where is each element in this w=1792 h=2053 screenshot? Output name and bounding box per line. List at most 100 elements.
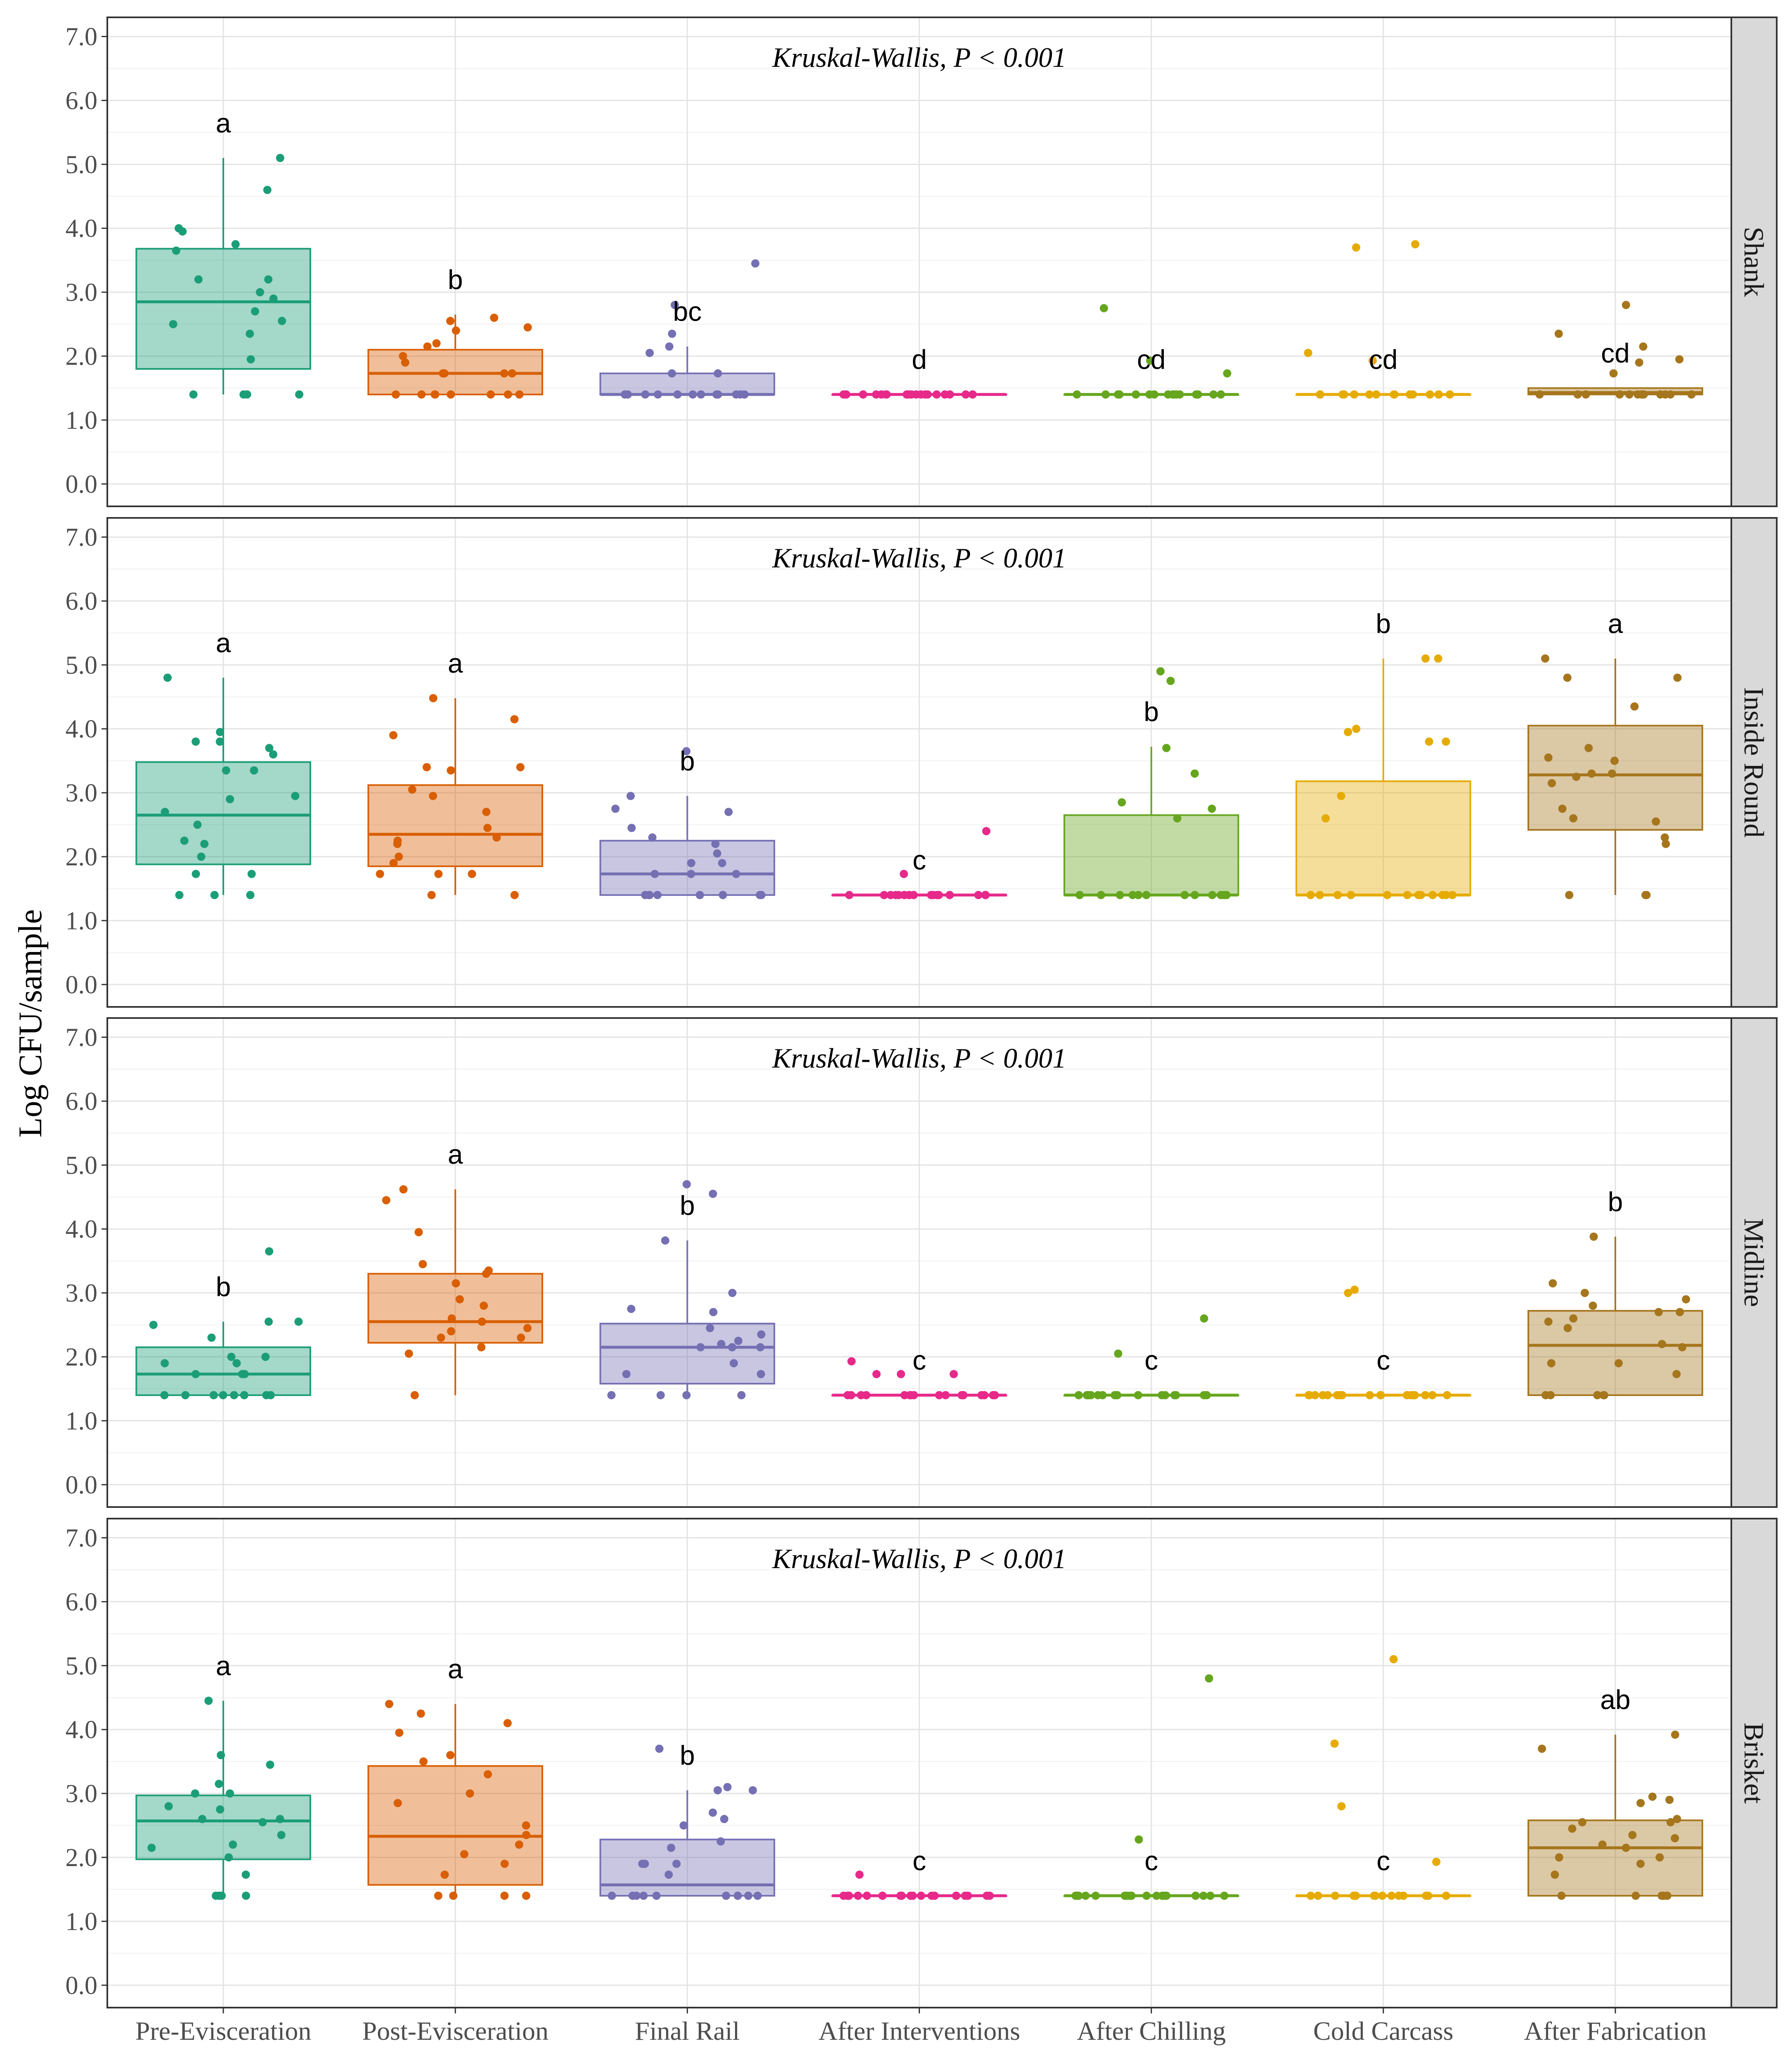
data-point: [709, 1308, 718, 1316]
data-point: [696, 1343, 705, 1351]
data-point: [447, 1314, 456, 1323]
data-point: [1676, 1308, 1684, 1316]
y-tick-label: 0.0: [66, 470, 98, 498]
data-point: [1654, 1308, 1663, 1316]
data-point: [216, 728, 225, 736]
data-point: [608, 1891, 616, 1900]
data-point: [661, 1236, 669, 1245]
data-point: [1572, 773, 1581, 781]
group-pre-evisceration: a: [135, 1650, 311, 1900]
group-after-chilling: c: [1063, 1314, 1239, 1399]
facet-strip: [1731, 17, 1778, 507]
data-point: [1414, 891, 1423, 899]
data-point: [401, 358, 409, 367]
data-point: [382, 1196, 390, 1205]
data-point: [980, 1391, 989, 1399]
data-point: [748, 1786, 757, 1795]
data-point: [1402, 1391, 1411, 1399]
data-point: [1557, 1891, 1566, 1900]
data-point: [1584, 744, 1593, 752]
y-tick-label: 3.0: [66, 279, 98, 307]
data-point: [656, 1391, 665, 1399]
data-point: [266, 1391, 275, 1399]
kruskal-wallis-label: Kruskal-Wallis, P < 0.001: [772, 1543, 1066, 1574]
data-point: [859, 390, 868, 399]
data-point: [209, 1391, 218, 1399]
significance-letter: c: [1144, 1845, 1158, 1876]
data-point: [1306, 891, 1315, 899]
data-point: [1438, 891, 1447, 899]
data-point: [1666, 390, 1675, 399]
data-point: [667, 1843, 676, 1852]
data-point: [516, 763, 525, 772]
y-tick-label: 4.0: [66, 1716, 98, 1744]
data-point: [477, 1343, 486, 1351]
data-point: [1428, 891, 1437, 899]
y-tick-label: 7.0: [66, 523, 98, 551]
data-point: [255, 288, 264, 297]
data-point: [1671, 1834, 1679, 1843]
data-point: [480, 1302, 488, 1310]
data-point: [482, 808, 491, 816]
data-point: [1223, 369, 1232, 378]
data-point: [962, 390, 970, 399]
data-point: [1314, 1891, 1322, 1900]
data-point: [862, 1391, 870, 1399]
data-point: [1655, 1853, 1664, 1862]
data-point: [269, 750, 278, 759]
x-tick-label: Pre-Evisceration: [135, 2016, 312, 2046]
data-point: [399, 352, 407, 360]
data-point: [1635, 358, 1643, 367]
data-point: [1687, 390, 1696, 399]
data-point: [842, 390, 850, 399]
data-point: [650, 869, 659, 878]
data-point: [269, 294, 278, 303]
data-point: [1563, 673, 1572, 682]
data-point: [1132, 390, 1140, 399]
data-point: [1642, 891, 1651, 899]
data-point: [1352, 725, 1361, 733]
box: [599, 1323, 775, 1385]
data-point: [1142, 1891, 1151, 1900]
data-point: [1208, 804, 1216, 813]
data-point: [1578, 1818, 1586, 1826]
group-post-evisceration: a: [367, 1654, 544, 1900]
data-point: [1565, 891, 1574, 899]
data-point: [376, 869, 384, 878]
significance-letter: b: [680, 1740, 695, 1770]
facet-strip: [1731, 1017, 1778, 1508]
data-point: [1671, 1730, 1679, 1739]
data-point: [728, 1343, 736, 1351]
data-point: [446, 1751, 455, 1760]
data-point: [1337, 1802, 1346, 1811]
data-point: [1111, 1391, 1119, 1399]
data-point: [1675, 355, 1684, 364]
data-point: [1190, 769, 1199, 778]
data-point: [1614, 1359, 1623, 1368]
significance-letter: c: [913, 1845, 926, 1876]
data-point: [714, 1786, 722, 1795]
y-tick-label: 4.0: [66, 1215, 98, 1243]
data-point: [688, 390, 697, 399]
data-point: [191, 1370, 200, 1378]
data-point: [1190, 891, 1199, 899]
data-point: [1558, 804, 1567, 813]
data-point: [149, 1321, 158, 1329]
data-point: [847, 1357, 856, 1366]
data-point: [1389, 1655, 1398, 1663]
y-tick-label: 0.0: [66, 1471, 98, 1499]
data-point: [483, 824, 492, 832]
data-point: [227, 1352, 236, 1361]
data-point: [697, 390, 705, 399]
group-pre-evisceration: a: [135, 627, 311, 899]
data-point: [160, 1391, 169, 1399]
group-after-fabrication: cd: [1527, 301, 1703, 399]
data-point: [231, 240, 240, 248]
data-point: [1409, 1391, 1418, 1399]
data-point: [1338, 390, 1347, 399]
box: [367, 784, 544, 867]
data-point: [523, 323, 532, 332]
data-point: [1399, 1891, 1408, 1900]
significance-letter: c: [913, 845, 926, 875]
data-point: [1333, 891, 1342, 899]
